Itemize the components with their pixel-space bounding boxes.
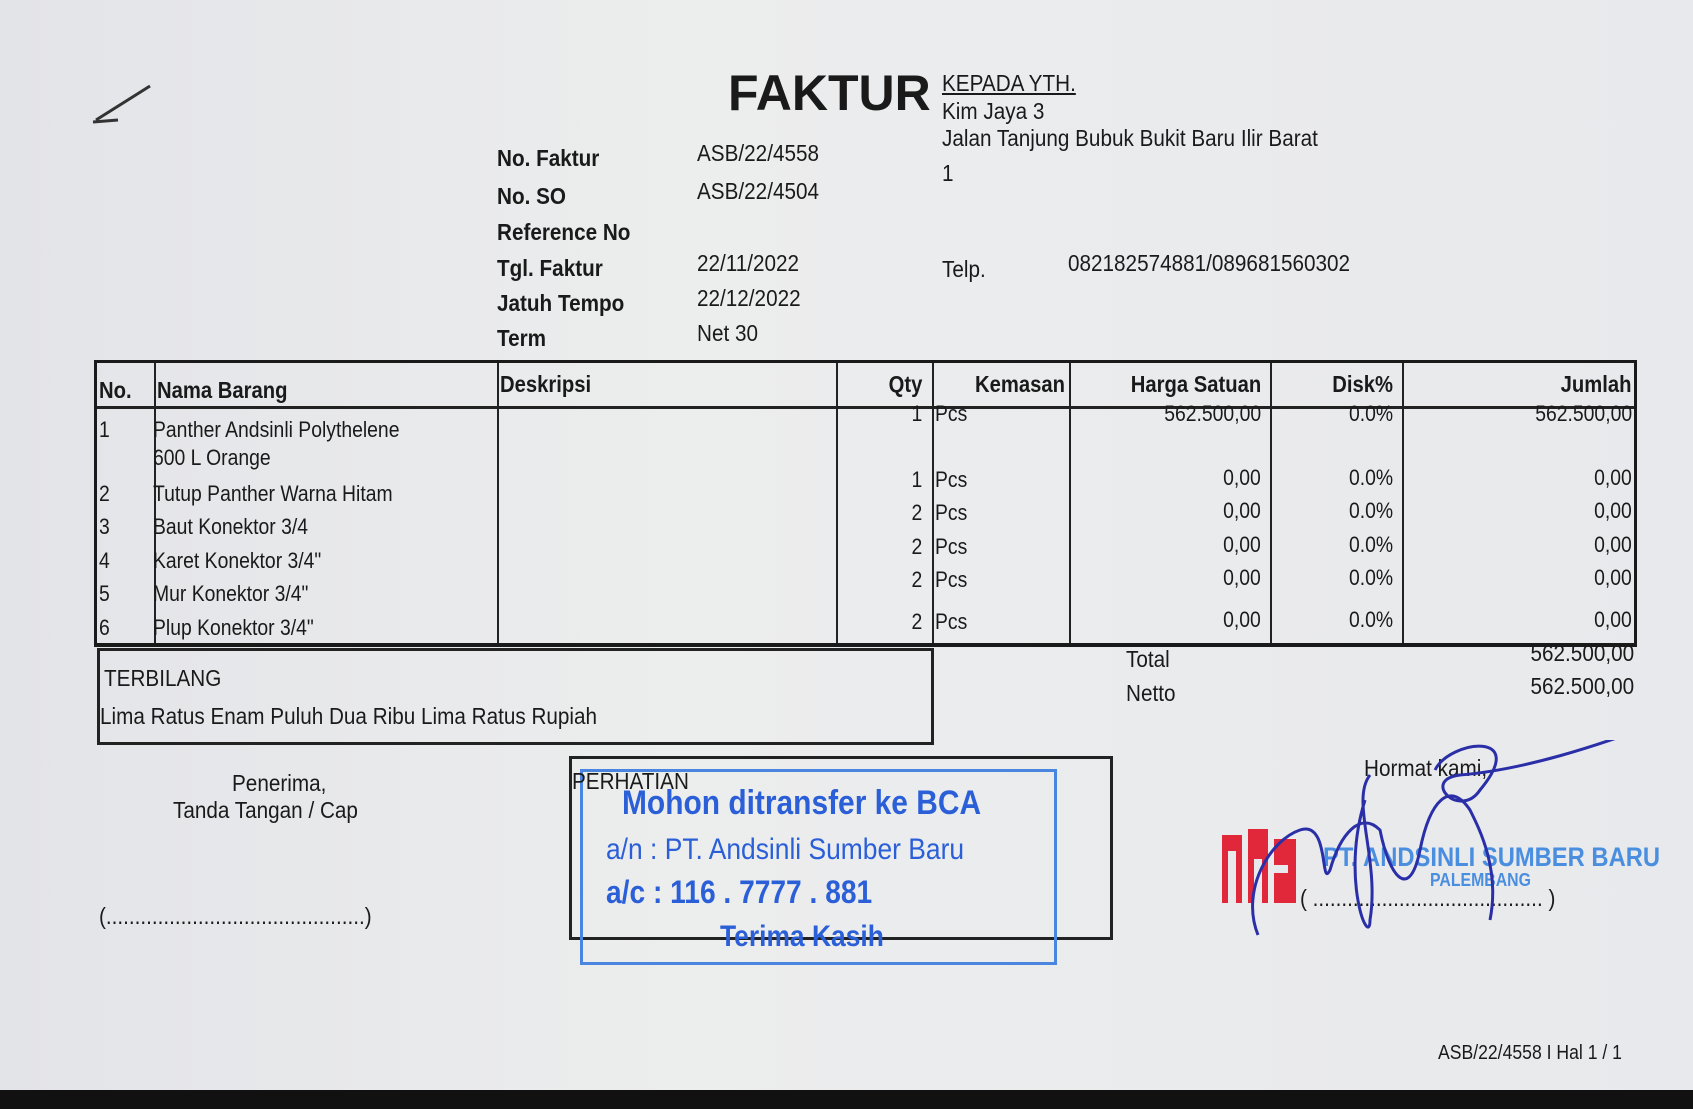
cell-unit: Pcs [935,467,968,492]
cell-qty: 1 [911,467,922,492]
info-label: Jatuh Tempo [497,290,625,316]
cell-name: Mur Konektor 3/4" [153,581,309,606]
signature [1251,740,1616,936]
cell-total: 0,00 [1594,565,1632,590]
cell-name: Karet Konektor 3/4" [153,548,322,573]
cell-unit: Pcs [935,609,968,634]
notice-line-3: a/c : 116 . 7777 . 881 [606,874,873,910]
cell-unit: Pcs [935,500,968,525]
cell-unit: Pcs [935,534,968,559]
bank-stamp [580,769,1057,965]
scan-edge [0,1090,1693,1109]
column-header: No. [99,377,132,403]
terbilang-text: Lima Ratus Enam Puluh Dua Ribu Lima Ratu… [100,703,598,729]
receiver-sign-line: (.......................................… [99,903,372,929]
cell-no: 6 [99,615,110,640]
cell-total: 0,00 [1594,607,1632,632]
customer-name: Kim Jaya 3 [942,98,1045,124]
customer-address-2: 1 [942,160,954,186]
total-value: 562.500,00 [1530,640,1634,666]
info-label: No. SO [497,183,567,209]
cell-total: 0,00 [1594,465,1632,490]
notice-line-4: Terima Kasih [720,920,884,953]
info-label: Tgl. Faktur [497,255,603,281]
cell-price: 0,00 [1223,498,1261,523]
cell-qty: 1 [911,401,922,426]
column-header: Jumlah [1561,371,1632,397]
cell-disc: 0.0% [1348,465,1393,490]
info-value: 22/12/2022 [697,285,801,311]
company-city: PALEMBANG [1430,870,1531,890]
cell-name: Panther Andsinli Polythelene [153,417,400,442]
column-header: Nama Barang [157,377,288,403]
cell-no: 5 [99,581,110,606]
cell-name: 600 L Orange [153,445,271,470]
cell-no: 1 [99,417,110,442]
cell-total: 0,00 [1594,532,1632,557]
cell-no: 2 [99,481,110,506]
notice-line-2: a/n : PT. Andsinli Sumber Baru [606,833,965,866]
terbilang-label: TERBILANG [104,665,222,691]
cell-name: Plup Konektor 3/4" [153,615,314,640]
sender-sign-line: ( ......................................… [1300,885,1556,911]
cell-disc: 0.0% [1348,565,1393,590]
info-value: Net 30 [697,320,758,346]
info-label: No. Faktur [497,145,600,171]
cell-qty: 2 [911,609,922,634]
total-label: Total [1126,646,1170,672]
cell-disc: 0.0% [1348,607,1393,632]
cell-qty: 2 [911,534,922,559]
items-table: No. Nama Barang Deskripsi Qty Kemasan Harga S… [94,360,1637,647]
column-header: Qty [888,371,922,397]
receiver-sign-label: Tanda Tangan / Cap [173,797,358,823]
customer-heading: KEPADA YTH. [942,70,1076,96]
cell-name: Baut Konektor 3/4 [153,514,308,539]
cell-disc: 0.0% [1348,401,1393,426]
cell-price: 562.500,00 [1164,401,1261,426]
info-value: ASB/22/4504 [697,178,820,204]
cell-price: 0,00 [1223,565,1261,590]
notice-label: PERHATIAN [572,768,689,794]
telp-value: 082182574881/089681560302 [1068,250,1351,276]
column-header: Disk% [1332,371,1393,397]
column-header: Deskripsi [500,371,592,397]
customer-address: Jalan Tanjung Bubuk Bukit Baru Ilir Bara… [942,125,1318,151]
netto-label: Netto [1126,680,1176,706]
receiver-label: Penerima, [232,770,327,796]
cell-no: 4 [99,548,110,573]
telp-label: Telp. [942,256,986,282]
cell-unit: Pcs [935,567,968,592]
cell-total: 0,00 [1594,498,1632,523]
cell-unit: Pcs [935,401,968,426]
notice-box [569,756,1113,940]
page-footer: ASB/22/4558 I Hal 1 / 1 [1437,1042,1622,1064]
info-value: 22/11/2022 [697,250,800,276]
info-value: ASB/22/4558 [697,140,820,166]
cell-disc: 0.0% [1348,498,1393,523]
cell-price: 0,00 [1223,465,1261,490]
netto-value: 562.500,00 [1530,673,1634,699]
pen-mark [92,84,151,124]
sender-greeting: Hormat kami, [1364,755,1488,781]
cell-name: Tutup Panther Warna Hitam [153,481,393,506]
cell-disc: 0.0% [1348,532,1393,557]
info-label: Reference No [497,219,631,245]
column-header: Harga Satuan [1130,371,1261,397]
cell-qty: 2 [911,500,922,525]
cell-total: 562.500,00 [1535,401,1632,426]
terbilang-box: TERBILANG Lima Ratus Enam Puluh Dua Ribu… [97,648,934,745]
cell-no: 3 [99,514,110,539]
cell-price: 0,00 [1223,607,1261,632]
page-title: FAKTUR [728,65,931,121]
notice-line-1: Mohon ditransfer ke BCA [622,784,982,822]
column-header: Kemasan [975,371,1066,397]
cell-price: 0,00 [1223,532,1261,557]
cell-qty: 2 [911,567,922,592]
info-label: Term [497,325,547,351]
